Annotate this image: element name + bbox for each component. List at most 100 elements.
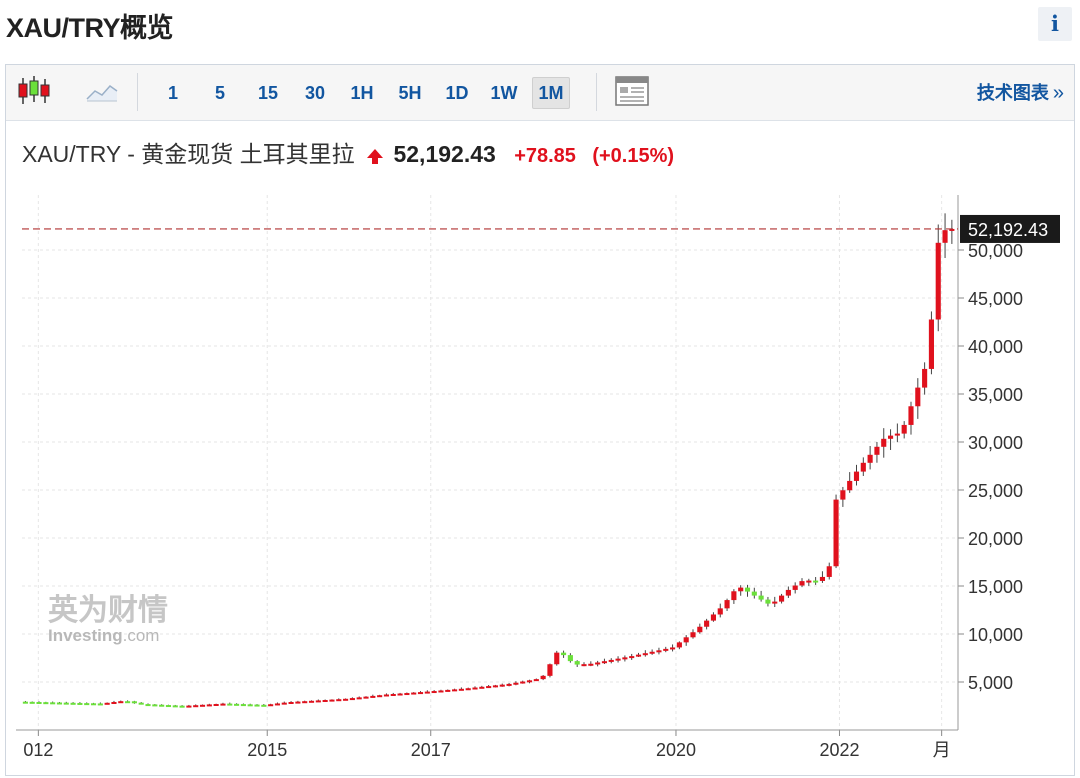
- info-icon[interactable]: i: [1038, 7, 1072, 41]
- candle: [704, 618, 710, 630]
- candle: [949, 219, 955, 244]
- candle: [302, 700, 308, 704]
- area-chart-icon[interactable]: [82, 73, 122, 109]
- candle: [50, 701, 56, 705]
- candle-body: [472, 687, 478, 690]
- candle-body: [833, 499, 839, 567]
- candle-body: [676, 642, 682, 648]
- candle: [928, 311, 934, 375]
- candle: [390, 692, 396, 696]
- candle-body: [70, 702, 76, 705]
- candle: [908, 401, 914, 435]
- candle-body: [819, 576, 825, 581]
- candle-body: [731, 591, 737, 601]
- y-tick-label: 35,000: [968, 385, 1023, 405]
- timeframe-5h[interactable]: 5H: [398, 83, 422, 103]
- candle-body: [315, 700, 321, 703]
- y-tick-label: 45,000: [968, 289, 1023, 309]
- candle: [445, 689, 451, 692]
- candle-body: [234, 703, 240, 706]
- candle-body: [383, 694, 390, 697]
- candle: [663, 646, 669, 653]
- watermark-en: Investing.com: [48, 626, 159, 645]
- candle: [922, 362, 928, 395]
- candle-body: [356, 697, 362, 700]
- candle-body: [506, 683, 512, 686]
- candle: [131, 700, 137, 704]
- candle: [363, 696, 369, 699]
- candle: [268, 703, 274, 707]
- candle: [567, 653, 573, 663]
- candle: [772, 596, 778, 608]
- candle-body: [50, 702, 56, 705]
- candle-body: [336, 699, 342, 702]
- chart-widget: 1 5 15 30 1H 5H 1D 1W 1M: [5, 64, 1075, 776]
- candle-body: [710, 614, 717, 621]
- timeframe-1w[interactable]: 1W: [490, 83, 518, 103]
- candle: [499, 683, 505, 687]
- candle-body: [663, 648, 669, 651]
- timeframe-1h[interactable]: 1H: [350, 83, 374, 103]
- candle: [111, 700, 117, 704]
- candle: [622, 655, 628, 662]
- candle: [77, 702, 83, 705]
- candle-body: [540, 675, 546, 680]
- candle: [513, 681, 519, 686]
- candle-body: [179, 705, 185, 708]
- candlestick-chart-icon[interactable]: [14, 73, 54, 109]
- candle-body: [308, 700, 315, 703]
- candle: [295, 700, 301, 704]
- timeframe-1d[interactable]: 1D: [445, 83, 469, 103]
- candle: [717, 603, 723, 618]
- candle: [118, 700, 124, 704]
- price-overlay: 52,192.43: [22, 214, 1060, 243]
- candle: [336, 698, 342, 702]
- timeframe-1m[interactable]: 1M: [532, 77, 570, 109]
- candle-body: [928, 319, 934, 369]
- watermark-en-suffix: .com: [123, 626, 160, 645]
- candle-body: [601, 661, 608, 664]
- candle: [915, 378, 921, 419]
- candle: [417, 691, 424, 695]
- candle: [288, 701, 294, 704]
- candle: [635, 652, 642, 657]
- candle-body: [390, 694, 396, 696]
- candle-body: [547, 664, 553, 676]
- candle: [261, 703, 267, 707]
- candle-body: [806, 580, 812, 583]
- candle: [56, 701, 63, 705]
- candle-body: [697, 626, 703, 633]
- candle: [199, 704, 206, 707]
- last-price-label-bg: [960, 214, 1060, 243]
- candle: [840, 486, 846, 507]
- candle-body: [36, 702, 42, 704]
- timeframe-15[interactable]: 15: [257, 83, 279, 103]
- candle: [744, 584, 751, 597]
- timeframe-5[interactable]: 5: [214, 83, 225, 103]
- candle: [472, 686, 478, 690]
- candle: [220, 702, 226, 706]
- y-tick-label: 20,000: [968, 529, 1023, 549]
- candle: [159, 704, 165, 707]
- candle: [601, 658, 608, 664]
- candle-body: [922, 368, 928, 388]
- x-tick-label: 2015: [247, 740, 287, 760]
- candle-body: [704, 620, 710, 627]
- candle: [526, 679, 533, 684]
- timeframe-1[interactable]: 1: [167, 83, 178, 103]
- candle-body: [649, 651, 655, 654]
- candle-body: [581, 664, 587, 667]
- candle-body: [397, 693, 403, 696]
- technical-chart-link[interactable]: 技术图表»: [977, 77, 1064, 109]
- candle-body: [724, 600, 730, 609]
- candle: [935, 224, 941, 332]
- candle-body: [84, 703, 90, 706]
- chart-layout-icon[interactable]: [612, 73, 652, 109]
- x-tick-label: 月: [933, 740, 951, 760]
- candle: [656, 647, 662, 655]
- timeframe-30[interactable]: 30: [304, 83, 326, 103]
- candle-body: [574, 661, 580, 665]
- candle: [22, 700, 28, 704]
